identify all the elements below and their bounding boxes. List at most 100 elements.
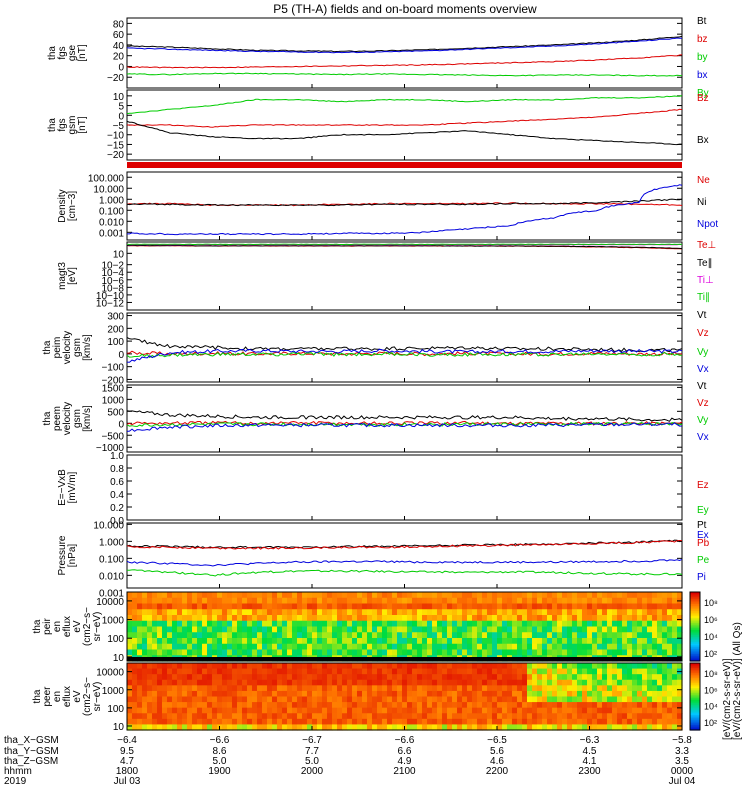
spectrogram-cell xyxy=(197,597,203,605)
spectrogram-cell xyxy=(237,638,243,645)
spectrogram-cell xyxy=(517,674,523,681)
spectrogram-cell xyxy=(197,603,203,610)
spectrogram-cell xyxy=(322,603,328,610)
y-axis-label: tha xyxy=(32,619,43,633)
y-tick-label: −20 xyxy=(107,150,124,161)
spectrogram-cell xyxy=(432,643,438,651)
spectrogram-cell xyxy=(512,696,518,703)
spectrogram-cell xyxy=(337,609,343,616)
spectrogram-cell xyxy=(562,597,568,605)
spectrogram-cell xyxy=(572,724,578,731)
spectrogram-cell xyxy=(427,663,433,670)
spectrogram-cell xyxy=(382,668,388,675)
spectrogram-cell xyxy=(392,638,398,645)
spectrogram-cell xyxy=(402,702,408,709)
spectrogram-cell xyxy=(652,674,658,681)
spectrogram-cell xyxy=(387,597,393,605)
spectrogram-cell xyxy=(442,674,448,681)
spectrogram-cell xyxy=(492,668,498,675)
spectrogram-cell xyxy=(542,718,548,726)
spectrogram-cell xyxy=(592,702,598,709)
spectrogram-cell xyxy=(362,685,368,692)
spectrogram-cell xyxy=(457,674,463,681)
spectrogram-cell xyxy=(282,718,288,726)
spectrogram-cell xyxy=(322,679,328,686)
spectrogram-cell xyxy=(422,702,428,709)
spectrogram-cell xyxy=(262,679,268,686)
spectrogram-cell xyxy=(377,643,383,651)
spectrogram-cell xyxy=(292,696,298,703)
spectrogram-cell xyxy=(227,626,233,633)
spectrogram-cell xyxy=(182,724,188,731)
spectrogram-cell xyxy=(677,643,683,651)
spectrogram-cell xyxy=(432,620,438,628)
spectrogram-cell xyxy=(287,643,293,651)
spectrogram-cell xyxy=(597,668,603,675)
spectrogram-cell xyxy=(367,685,373,692)
series-line-Bx xyxy=(126,120,682,146)
legend-entry: Pi xyxy=(697,572,706,583)
spectrogram-cell xyxy=(187,649,193,656)
spectrogram-cell xyxy=(162,707,168,714)
spectrogram-cell xyxy=(562,685,568,692)
spectrogram-cell xyxy=(512,615,518,622)
spectrogram-cell xyxy=(167,649,173,656)
spectrogram-cell xyxy=(677,626,683,633)
spectrogram-cell xyxy=(642,632,648,639)
spectrogram-cell xyxy=(597,615,603,622)
spectrogram-cell xyxy=(302,643,308,651)
spectrogram-cell xyxy=(347,592,353,599)
spectrogram-cell xyxy=(232,626,238,633)
spectrogram-cell xyxy=(612,649,618,656)
spectrogram-cell xyxy=(652,690,658,698)
spectrogram-cell xyxy=(227,690,233,698)
spectrogram-cell xyxy=(582,674,588,681)
spectrogram-cell xyxy=(337,638,343,645)
spectrogram-cell xyxy=(587,702,593,709)
spectrogram-cell xyxy=(317,724,323,731)
spectrogram-cell xyxy=(362,663,368,670)
spectrogram-cell xyxy=(207,724,213,731)
spectrogram-cell xyxy=(387,592,393,599)
spectrogram-cell xyxy=(192,679,198,686)
colorbar-cell xyxy=(690,694,700,698)
spectrogram-cell xyxy=(342,632,348,639)
y-axis-label: peim xyxy=(52,337,63,359)
y-tick-label: 0.100 xyxy=(99,554,124,565)
spectrogram-cell xyxy=(547,620,553,628)
spectrogram-cell xyxy=(322,690,328,698)
spectrogram-cell xyxy=(347,615,353,622)
spectrogram-cell xyxy=(312,713,318,720)
spectrogram-cell xyxy=(147,626,153,633)
spectrogram-cell xyxy=(227,649,233,656)
spectrogram-cell xyxy=(407,609,413,616)
spectrogram-cell xyxy=(157,685,163,692)
spectrogram-cell xyxy=(282,603,288,610)
spectrogram-cell xyxy=(397,632,403,639)
spectrogram-cell xyxy=(527,649,533,656)
spectrogram-cell xyxy=(467,643,473,651)
spectrogram-cell xyxy=(677,724,683,731)
spectrogram-cell xyxy=(357,632,363,639)
spectrogram-cell xyxy=(227,632,233,639)
spectrogram-cell xyxy=(647,638,653,645)
spectrogram-cell xyxy=(217,679,223,686)
spectrogram-cell xyxy=(152,696,158,703)
spectrogram-cell xyxy=(357,649,363,656)
spectrogram-cell xyxy=(262,663,268,670)
spectrogram-cell xyxy=(507,707,513,714)
spectrogram-cell xyxy=(422,718,428,726)
spectrogram-cell xyxy=(277,690,283,698)
spectrogram-cell xyxy=(482,592,488,599)
spectrogram-cell xyxy=(647,668,653,675)
spectrogram-cell xyxy=(182,592,188,599)
spectrogram-cell xyxy=(622,713,628,720)
spectrogram-cell xyxy=(212,718,218,726)
spectrogram-cell xyxy=(452,615,458,622)
spectrogram-cell xyxy=(542,592,548,599)
spectrogram-cell xyxy=(667,668,673,675)
spectrogram-cell xyxy=(257,707,263,714)
spectrogram-cell xyxy=(447,609,453,616)
colorbar-cell xyxy=(690,635,700,638)
spectrogram-cell xyxy=(417,685,423,692)
